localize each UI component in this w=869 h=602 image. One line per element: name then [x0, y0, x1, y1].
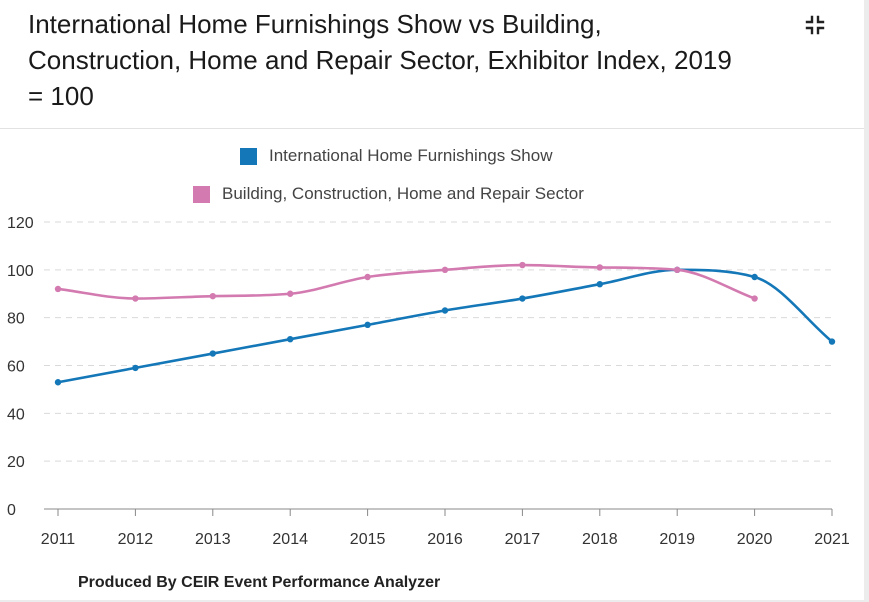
data-point-series-1 [519, 295, 526, 302]
title-divider [0, 128, 864, 129]
x-tick-label: 2019 [659, 531, 695, 548]
y-tick-label: 20 [7, 454, 25, 471]
x-tick-label: 2011 [41, 531, 76, 548]
legend-label-series-2: Building, Construction, Home and Repair … [222, 184, 584, 203]
x-tick-label: 2015 [350, 531, 386, 548]
legend-swatch-series-1 [240, 147, 257, 165]
data-point-series-1 [828, 338, 836, 345]
data-point-series-1 [209, 350, 216, 357]
x-tick-label: 2020 [737, 531, 773, 548]
y-tick-label: 0 [7, 502, 16, 519]
data-point-series-2 [751, 295, 758, 302]
chart-title: International Home Furnishings Show vs B… [28, 9, 732, 111]
y-tick-label: 60 [7, 359, 25, 376]
data-point-series-1 [364, 321, 371, 329]
y-tick-label: 40 [7, 406, 25, 423]
legend-swatch-series-2 [193, 185, 210, 203]
legend-item-series-2[interactable]: Building, Construction, Home and Repair … [193, 183, 584, 205]
x-tick-label: 2018 [582, 531, 618, 548]
legend-label-series-1: International Home Furnishings Show [269, 146, 553, 165]
data-point-series-2 [54, 285, 62, 293]
y-tick-label: 80 [7, 311, 25, 328]
x-tick-label: 2013 [195, 531, 231, 548]
data-point-series-2 [596, 264, 603, 271]
data-point-series-2 [287, 290, 294, 297]
y-tick-label: 120 [7, 215, 34, 232]
x-tick-label: 2016 [427, 531, 463, 548]
collapse-icon [805, 15, 825, 35]
x-tick-label: 2017 [505, 531, 541, 548]
line-chart: 0 20 40 60 80 100 120 2011 2012 2013 2014 2015 2016 2… [7, 215, 850, 548]
data-point-series-1 [132, 364, 139, 372]
x-tick-label: 2014 [272, 531, 308, 548]
data-point-series-1 [751, 273, 758, 281]
data-point-series-1 [287, 335, 294, 343]
data-point-series-1 [54, 379, 62, 386]
data-point-series-2 [132, 295, 139, 302]
footer-credit: Produced By CEIR Event Performance Analy… [78, 574, 441, 591]
data-point-series-2 [441, 266, 449, 274]
data-point-series-2 [364, 273, 371, 281]
collapse-button[interactable] [800, 10, 830, 40]
data-point-series-2 [519, 261, 526, 269]
legend-item-series-1[interactable]: International Home Furnishings Show [240, 145, 552, 167]
data-point-series-2 [674, 266, 681, 274]
y-tick-label: 100 [7, 263, 34, 280]
x-tick-label: 2012 [118, 531, 154, 548]
data-point-series-2 [209, 292, 216, 300]
series-line-2 [56, 263, 756, 300]
x-tick-label: 2021 [814, 531, 850, 548]
data-point-series-1 [596, 280, 603, 288]
data-point-series-1 [441, 307, 449, 314]
